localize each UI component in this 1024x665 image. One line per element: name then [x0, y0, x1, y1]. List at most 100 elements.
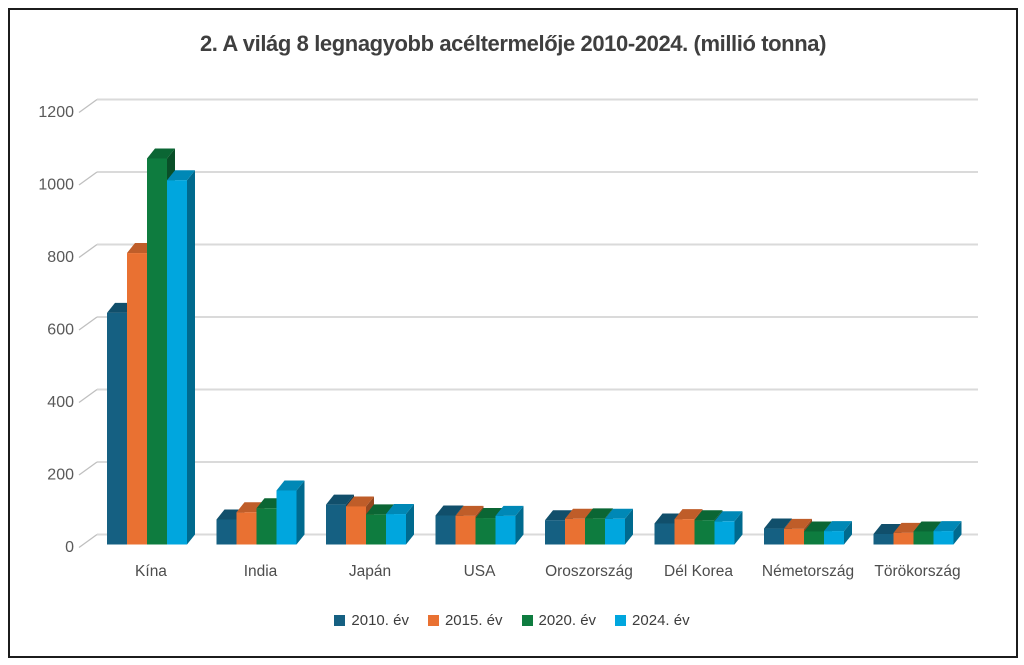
- y-axis-label: 0: [65, 539, 74, 556]
- legend-swatch: [334, 615, 346, 626]
- y-axis-tick: [78, 243, 98, 259]
- legend-label: 2010. év: [351, 612, 409, 629]
- bar-top-face: [674, 509, 703, 520]
- y-axis-label: 1000: [38, 177, 74, 194]
- y-axis-tick: [78, 461, 98, 476]
- bar-top-face: [913, 521, 942, 532]
- bar: [873, 533, 894, 545]
- bar: [366, 514, 386, 545]
- bar: [475, 518, 496, 545]
- x-axis-label: Kína: [135, 563, 167, 580]
- y-axis-label: 800: [47, 249, 74, 266]
- bar-top-face: [386, 504, 414, 515]
- bar-top-face: [366, 504, 394, 515]
- x-axis-label: Németország: [762, 563, 854, 580]
- y-axis-label: 400: [47, 394, 74, 411]
- bar-top-face: [804, 521, 832, 532]
- bar-top-face: [873, 523, 902, 534]
- chart-title: 2. A világ 8 legnagyobb acéltermelője 20…: [199, 31, 827, 56]
- bar: [216, 519, 237, 545]
- bar: [167, 180, 187, 545]
- bar-top-face: [326, 494, 354, 505]
- x-axis-label: Dél Korea: [664, 563, 733, 580]
- bar-top-face: [764, 518, 792, 529]
- bar-top-face: [565, 508, 593, 519]
- bar-top-face: [495, 505, 524, 516]
- legend-label: 2024. év: [632, 612, 690, 629]
- bar: [346, 506, 366, 545]
- bar: [256, 508, 277, 545]
- bar-side-face: [844, 521, 852, 545]
- bar-side-face: [187, 170, 195, 545]
- legend-label: 2015. év: [444, 612, 503, 629]
- y-axis-label: 200: [47, 467, 74, 484]
- legend-label: 2020. év: [538, 612, 597, 629]
- bar: [276, 490, 297, 545]
- bar: [784, 528, 804, 545]
- bar-top-face: [933, 521, 962, 532]
- x-axis-label: Japán: [349, 563, 391, 580]
- bar: [913, 531, 934, 545]
- legend-item: 2024. év: [615, 612, 690, 629]
- y-axis-tick: [78, 171, 98, 186]
- y-axis-tick: [78, 98, 98, 114]
- bar: [545, 520, 565, 545]
- x-axis-label: India: [244, 563, 278, 580]
- bar-top-face: [784, 518, 812, 529]
- bar-top-face: [585, 508, 613, 519]
- bar-side-face: [296, 480, 305, 545]
- bar-top-face: [694, 510, 723, 521]
- bar: [893, 532, 914, 545]
- bar: [127, 253, 147, 545]
- bar: [565, 518, 585, 545]
- x-axis-label: USA: [464, 563, 497, 580]
- x-axis-label: Törökország: [874, 563, 960, 580]
- bar-top-face: [605, 508, 633, 519]
- bar-top-face: [167, 170, 195, 181]
- bar: [714, 521, 735, 545]
- bar-top-face: [435, 505, 464, 516]
- bar-side-face: [515, 505, 524, 545]
- bar: [674, 519, 695, 545]
- bar: [654, 523, 675, 545]
- bar: [435, 515, 456, 545]
- bar: [495, 515, 516, 545]
- y-axis-tick: [78, 388, 98, 404]
- bar: [605, 518, 625, 545]
- bar-top-face: [714, 511, 743, 522]
- bar-side-face: [953, 521, 962, 545]
- legend-item: 2015. év: [427, 612, 503, 629]
- y-axis-label: 1200: [38, 104, 74, 121]
- bar-top-face: [147, 148, 175, 159]
- y-axis-tick: [78, 316, 98, 331]
- legend-swatch: [615, 615, 627, 626]
- bar: [764, 528, 784, 545]
- y-axis-label: 600: [47, 322, 74, 339]
- bar-top-face: [824, 521, 852, 532]
- bar: [694, 520, 715, 545]
- legend-swatch: [427, 615, 439, 626]
- y-axis-tick: [78, 533, 98, 549]
- bar-top-face: [455, 505, 484, 516]
- bar-side-face: [625, 508, 633, 545]
- bar: [386, 514, 406, 545]
- bar: [107, 312, 127, 545]
- bar: [455, 515, 476, 545]
- bar-top-face: [346, 496, 374, 507]
- bar: [585, 518, 605, 545]
- x-axis-label: Oroszország: [545, 563, 633, 580]
- legend-swatch: [521, 615, 533, 626]
- bar: [804, 531, 824, 545]
- legend-item: 2010. év: [334, 612, 409, 629]
- bar: [933, 531, 954, 545]
- bar-top-face: [276, 480, 305, 491]
- bar: [824, 531, 844, 545]
- bar: [326, 504, 346, 545]
- bar-side-face: [406, 504, 414, 545]
- bar-side-face: [734, 511, 743, 545]
- legend-item: 2020. év: [521, 612, 597, 629]
- bar: [236, 512, 257, 545]
- bar: [147, 158, 167, 545]
- chart-legend: 2010. év 2015. év 2020. év 2024. év: [0, 612, 1024, 629]
